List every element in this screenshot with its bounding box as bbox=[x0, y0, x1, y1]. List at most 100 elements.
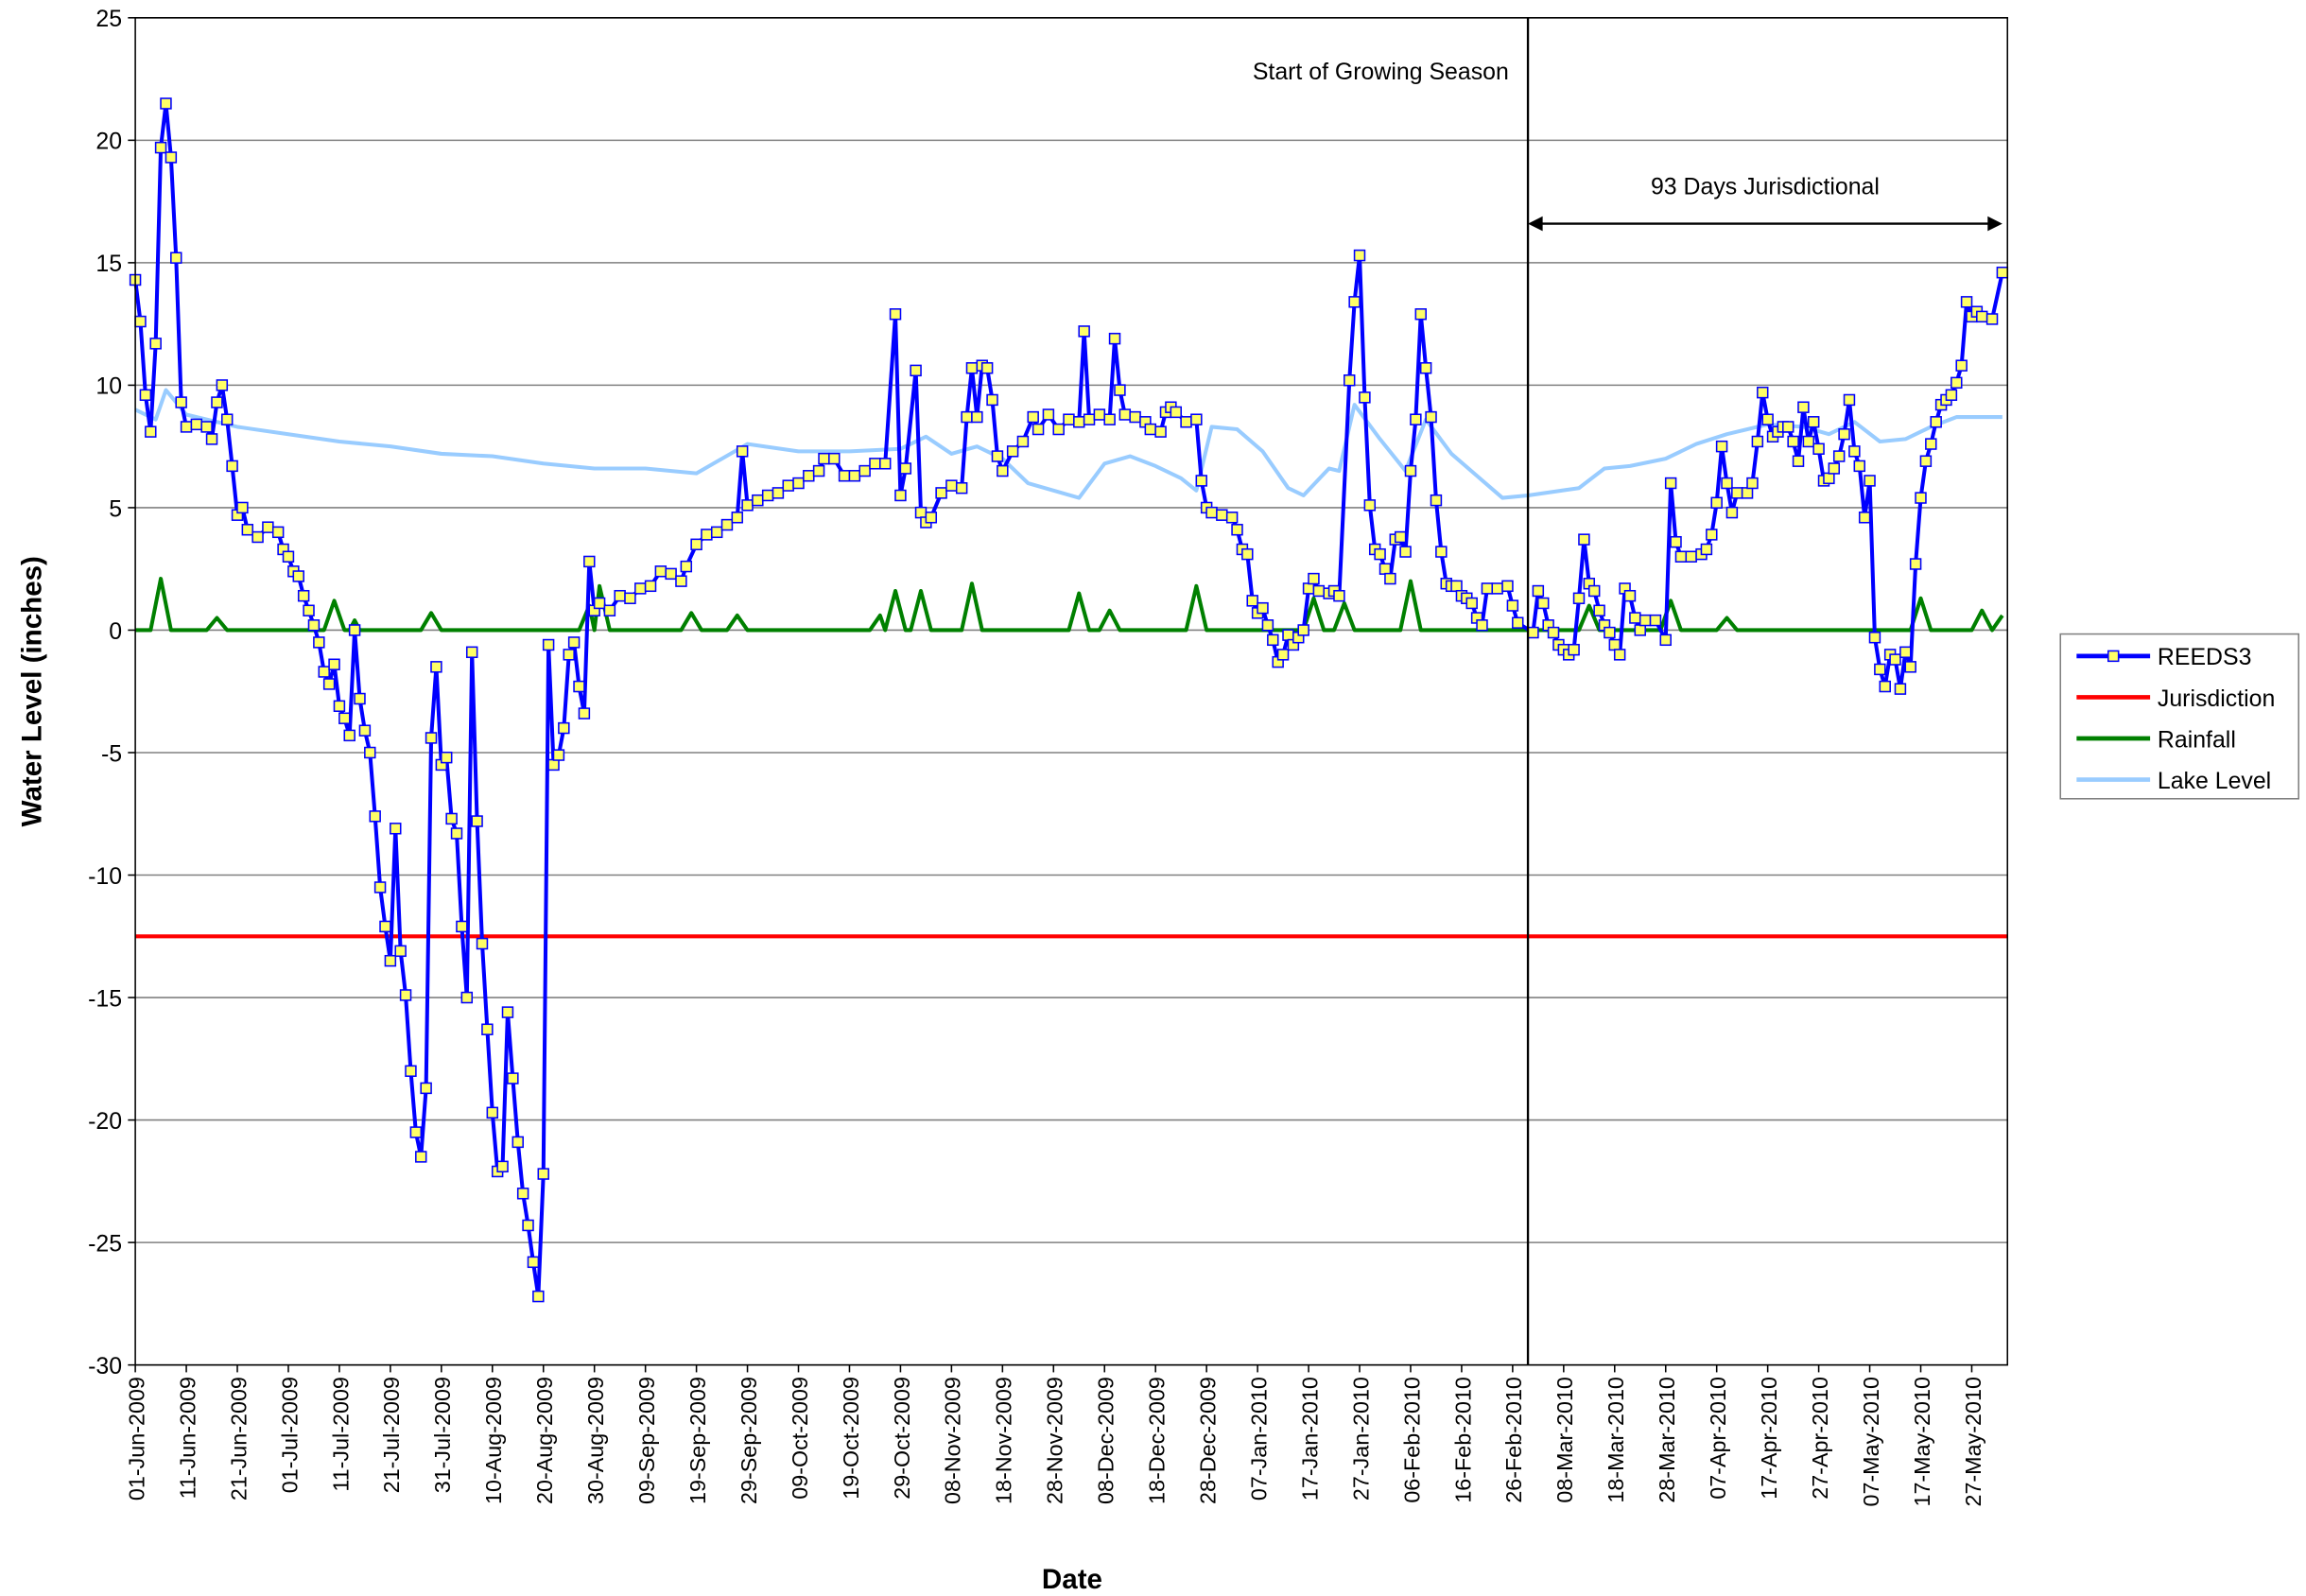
x-tick-label: 28-Mar-2010 bbox=[1655, 1377, 1679, 1503]
data-point bbox=[486, 1106, 499, 1119]
data-point bbox=[430, 661, 442, 673]
data-point bbox=[1899, 646, 1912, 658]
data-point bbox=[935, 487, 947, 499]
data-point bbox=[573, 680, 585, 693]
data-point bbox=[1384, 572, 1396, 585]
data-point bbox=[507, 1072, 519, 1084]
grid-layer: -30 -25 -20 -15 -10 -5 0 5 10 15 20 25 01-Jun-2009 11… bbox=[88, 6, 2008, 1507]
data-point bbox=[761, 489, 774, 502]
data-point bbox=[1042, 408, 1055, 421]
x-tick-label: 09-Oct-2009 bbox=[788, 1377, 812, 1500]
data-point bbox=[741, 499, 754, 512]
data-point bbox=[1700, 543, 1713, 556]
data-point bbox=[481, 1023, 494, 1035]
data-point bbox=[476, 937, 489, 950]
data-point bbox=[1664, 477, 1677, 490]
data-point bbox=[522, 1219, 534, 1232]
data-point bbox=[1868, 632, 1881, 644]
data-point bbox=[399, 989, 412, 1001]
data-point bbox=[307, 619, 321, 632]
data-point bbox=[899, 462, 912, 475]
legend-label: Lake Level bbox=[2158, 768, 2271, 794]
data-point bbox=[731, 512, 743, 524]
data-point bbox=[1425, 410, 1437, 424]
data-point bbox=[1450, 580, 1463, 593]
data-point bbox=[720, 518, 734, 531]
x-tick-label: 21-Jun-2009 bbox=[226, 1377, 251, 1501]
data-point bbox=[1225, 512, 1239, 524]
data-point bbox=[1414, 308, 1427, 321]
x-tick-label: 27-May-2010 bbox=[1961, 1377, 1985, 1506]
data-point bbox=[1787, 435, 1799, 448]
data-point bbox=[710, 526, 723, 539]
x-tick-label: 16-Feb-2010 bbox=[1450, 1377, 1475, 1503]
plot-border bbox=[134, 17, 2009, 1366]
data-point bbox=[1359, 391, 1371, 404]
data-point bbox=[1154, 425, 1167, 438]
data-point bbox=[624, 592, 636, 605]
data-point bbox=[1731, 487, 1743, 499]
data-point bbox=[1344, 374, 1356, 387]
data-point bbox=[961, 410, 973, 424]
legend: REEDS3 Jurisdiction Rainfall Lake Level bbox=[2076, 644, 2275, 794]
data-point bbox=[1792, 455, 1805, 467]
data-point bbox=[1419, 362, 1432, 374]
data-point bbox=[567, 636, 581, 649]
data-point bbox=[532, 1290, 545, 1303]
x-tick-label: 19-Sep-2009 bbox=[685, 1377, 710, 1504]
data-point bbox=[1894, 683, 1907, 695]
data-point bbox=[1246, 595, 1258, 607]
data-point bbox=[445, 812, 458, 825]
data-point bbox=[1638, 614, 1652, 627]
data-point bbox=[1685, 550, 1697, 563]
data-point bbox=[1945, 389, 1958, 401]
data-point bbox=[828, 452, 841, 465]
data-point bbox=[537, 1168, 549, 1180]
data-point bbox=[614, 589, 626, 602]
data-point bbox=[1587, 584, 1601, 598]
x-tick-label: 29-Sep-2009 bbox=[737, 1377, 761, 1504]
data-point bbox=[1593, 604, 1605, 616]
data-point bbox=[1333, 589, 1345, 602]
data-point bbox=[997, 464, 1009, 477]
data-point bbox=[1144, 423, 1157, 436]
data-point bbox=[501, 1006, 514, 1018]
arrow-head bbox=[1528, 216, 1543, 232]
y-axis-title: Water Level (inches) bbox=[17, 556, 48, 826]
data-point bbox=[1848, 445, 1861, 458]
data-point bbox=[1578, 533, 1590, 546]
data-point bbox=[583, 555, 596, 568]
data-point bbox=[1083, 413, 1096, 425]
data-point bbox=[1282, 629, 1294, 641]
y-tick-label: -10 bbox=[88, 863, 122, 890]
legend-label: Jurisdiction bbox=[2158, 685, 2275, 712]
annotation: Start of Growing Season bbox=[1253, 59, 1509, 85]
legend-marker bbox=[2107, 650, 2120, 663]
data-point bbox=[1348, 296, 1361, 308]
x-tick-label: 07-Jan-2010 bbox=[1246, 1377, 1271, 1501]
data-point bbox=[354, 692, 366, 705]
data-point bbox=[889, 308, 902, 321]
data-point bbox=[1797, 401, 1810, 413]
legend-label: Rainfall bbox=[2158, 726, 2236, 753]
data-point bbox=[914, 506, 928, 519]
data-point bbox=[1951, 376, 1963, 390]
data-point bbox=[1985, 313, 1999, 325]
data-point bbox=[205, 433, 218, 445]
data-point bbox=[1052, 423, 1065, 436]
data-point bbox=[1843, 393, 1856, 407]
data-point bbox=[690, 538, 702, 551]
data-point bbox=[154, 141, 167, 154]
data-point bbox=[1308, 572, 1320, 585]
x-tick-label: 20-Aug-2009 bbox=[532, 1377, 557, 1504]
data-point bbox=[782, 479, 794, 492]
data-point bbox=[322, 678, 336, 690]
data-point bbox=[384, 954, 397, 967]
data-point bbox=[1670, 535, 1682, 548]
data-point bbox=[1674, 550, 1688, 563]
data-point bbox=[644, 580, 657, 593]
data-point bbox=[1919, 455, 1933, 467]
data-point bbox=[965, 362, 979, 374]
data-point bbox=[1481, 582, 1494, 595]
data-point bbox=[262, 521, 274, 533]
